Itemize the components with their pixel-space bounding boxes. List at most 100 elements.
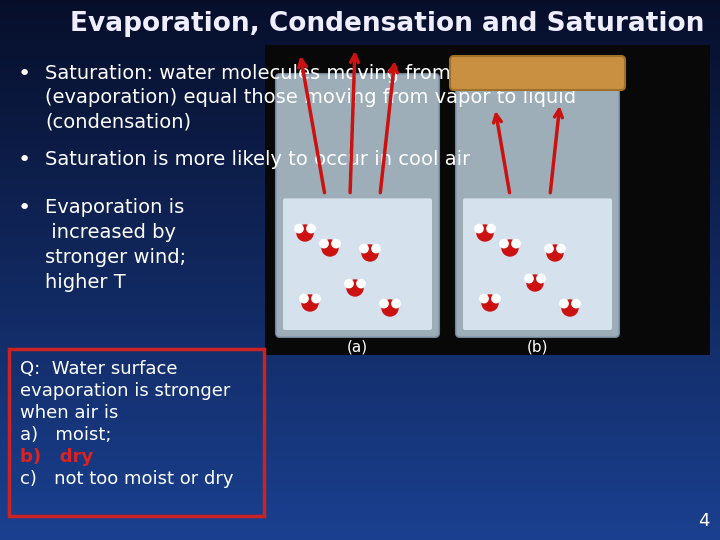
Bar [0, 525, 720, 534]
Bar [0, 492, 720, 500]
Bar [0, 397, 720, 405]
Bar [0, 235, 720, 243]
Circle shape [372, 245, 380, 253]
Circle shape [527, 275, 543, 291]
Bar [0, 458, 720, 465]
Circle shape [502, 240, 518, 256]
Bar [0, 438, 720, 446]
Bar [0, 309, 720, 317]
Bar [0, 343, 720, 351]
Bar [0, 87, 720, 94]
Text: when air is: when air is [20, 404, 118, 422]
Text: b)   dry: b) dry [20, 448, 94, 466]
Bar [0, 269, 720, 276]
Circle shape [492, 294, 500, 303]
Circle shape [357, 279, 365, 288]
Bar [0, 215, 720, 222]
Circle shape [562, 300, 578, 316]
Bar [0, 127, 720, 135]
Circle shape [302, 295, 318, 311]
Circle shape [320, 239, 328, 248]
Bar [0, 19, 720, 27]
Bar [0, 107, 720, 115]
Bar [0, 26, 720, 33]
Bar [0, 80, 720, 87]
Circle shape [307, 225, 315, 233]
Circle shape [525, 274, 533, 283]
Circle shape [480, 294, 488, 303]
Bar [0, 471, 720, 480]
Bar [0, 134, 720, 141]
Text: 4: 4 [698, 512, 710, 530]
Bar [0, 323, 720, 330]
Bar [0, 384, 720, 392]
Circle shape [362, 245, 378, 261]
Bar [0, 168, 720, 176]
Bar [0, 498, 720, 507]
Bar [0, 417, 720, 426]
Bar [0, 444, 720, 453]
Bar [0, 262, 720, 270]
Bar [0, 66, 720, 74]
Bar [0, 424, 720, 432]
Bar [0, 53, 720, 60]
Bar [0, 485, 720, 492]
Bar [0, 478, 720, 486]
Circle shape [545, 245, 553, 253]
Bar [0, 282, 720, 291]
Bar [0, 46, 720, 54]
Bar [0, 147, 720, 156]
Bar [0, 370, 720, 378]
Bar [0, 357, 720, 364]
Circle shape [297, 225, 313, 241]
Bar [0, 330, 720, 338]
Circle shape [537, 274, 545, 283]
Bar [0, 12, 720, 20]
Bar [0, 336, 720, 345]
Bar [0, 255, 720, 263]
FancyBboxPatch shape [450, 56, 625, 90]
Bar [0, 363, 720, 372]
Bar [0, 154, 720, 162]
Bar [0, 60, 720, 68]
Circle shape [322, 240, 338, 256]
Circle shape [477, 225, 493, 241]
Bar [0, 0, 720, 6]
FancyBboxPatch shape [456, 74, 619, 337]
Text: •: • [18, 64, 31, 84]
Circle shape [557, 245, 565, 253]
Bar [0, 505, 720, 513]
Bar [0, 73, 720, 81]
Bar [0, 222, 720, 230]
Bar [0, 512, 720, 519]
Bar [0, 249, 720, 256]
Circle shape [487, 225, 495, 233]
Circle shape [347, 280, 363, 296]
Bar [0, 120, 720, 128]
Bar [0, 431, 720, 438]
Circle shape [512, 239, 520, 248]
Circle shape [500, 239, 508, 248]
Bar [0, 303, 720, 310]
Circle shape [300, 294, 308, 303]
Bar [0, 532, 720, 540]
Bar [0, 296, 720, 303]
Bar [0, 161, 720, 168]
Bar [0, 208, 720, 216]
Text: •: • [18, 150, 31, 170]
Bar [0, 181, 720, 189]
Circle shape [474, 225, 483, 233]
Bar [0, 6, 720, 14]
Text: •: • [18, 198, 31, 218]
Circle shape [482, 295, 498, 311]
Circle shape [392, 300, 400, 308]
Bar [0, 404, 720, 411]
Bar [0, 451, 720, 459]
FancyBboxPatch shape [463, 198, 612, 330]
Text: evaporation is stronger: evaporation is stronger [20, 382, 230, 400]
Circle shape [312, 294, 320, 303]
Bar [0, 195, 720, 202]
Text: (b): (b) [527, 340, 548, 354]
Text: Evaporation, Condensation and Saturation: Evaporation, Condensation and Saturation [70, 11, 704, 37]
Bar [0, 39, 720, 47]
